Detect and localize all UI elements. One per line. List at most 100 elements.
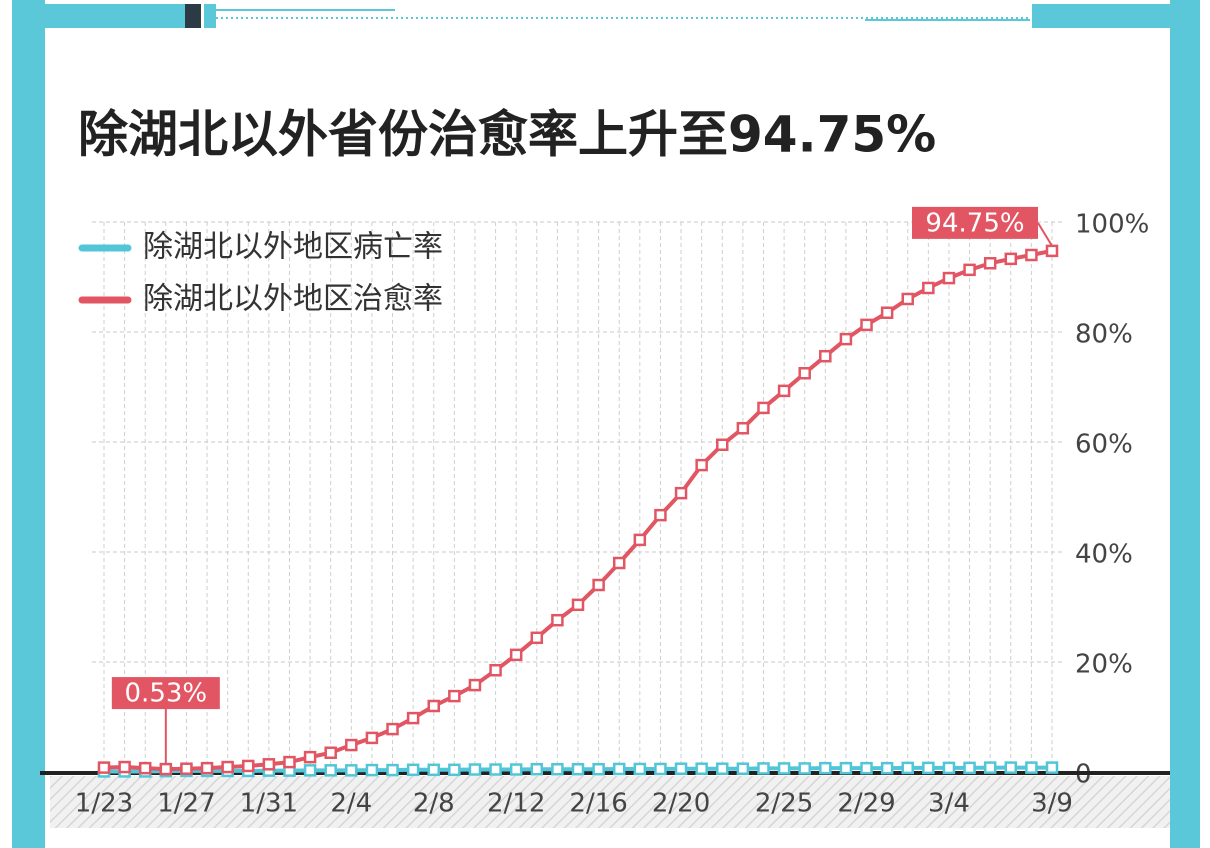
point-marker xyxy=(716,438,729,451)
x-tick-label: 2/16 xyxy=(569,789,627,819)
x-tick-label: 1/23 xyxy=(75,789,133,819)
point-marker xyxy=(757,401,770,415)
x-tick-label: 1/27 xyxy=(157,789,215,819)
top-band xyxy=(1032,4,1170,28)
point-marker xyxy=(530,631,544,645)
point-marker xyxy=(489,763,502,776)
point-marker xyxy=(612,762,626,776)
point-marker xyxy=(262,758,276,771)
point-marker xyxy=(736,422,750,435)
point-marker xyxy=(654,508,667,522)
point-marker xyxy=(963,761,976,775)
legend-label: 除湖北以外地区治愈率 xyxy=(143,282,443,317)
top-band xyxy=(185,4,201,28)
point-marker xyxy=(509,648,523,662)
x-tick-label: 2/12 xyxy=(487,789,545,819)
point-marker xyxy=(530,763,544,776)
point-marker xyxy=(324,746,337,759)
top-band xyxy=(45,4,185,28)
point-marker xyxy=(819,349,832,363)
point-marker xyxy=(571,763,585,776)
axis-band xyxy=(50,776,1170,828)
point-marker xyxy=(200,761,214,775)
point-marker xyxy=(674,486,688,500)
x-tick-label: 2/4 xyxy=(330,789,372,819)
data-label: 0.53% xyxy=(125,679,208,709)
point-marker xyxy=(654,762,667,776)
point-marker xyxy=(97,761,111,774)
label-leader xyxy=(1037,222,1053,247)
point-marker xyxy=(983,257,997,270)
x-tick-label: 2/29 xyxy=(837,789,895,819)
point-marker xyxy=(736,762,750,775)
label-box xyxy=(111,677,220,710)
point-marker xyxy=(592,763,605,776)
point-marker xyxy=(1004,761,1018,774)
point-marker xyxy=(839,332,853,346)
point-marker xyxy=(612,556,626,570)
x-tick-label: 1/31 xyxy=(240,789,298,819)
point-marker xyxy=(798,367,811,380)
point-marker xyxy=(633,533,647,547)
top-band xyxy=(204,4,216,28)
point-marker xyxy=(901,761,914,775)
point-marker xyxy=(324,764,337,777)
point-marker xyxy=(303,764,317,777)
point-marker xyxy=(180,762,193,775)
chart-title: 除湖北以外省份治愈率上升至94.75% xyxy=(78,106,936,164)
point-marker xyxy=(468,678,482,692)
point-marker xyxy=(695,458,708,472)
frame-left xyxy=(12,0,45,848)
point-marker xyxy=(551,613,564,627)
point-marker xyxy=(942,271,956,285)
point-marker xyxy=(839,761,853,775)
point-marker xyxy=(468,763,482,776)
y-tick-label: 100% xyxy=(1075,210,1149,240)
frame-right xyxy=(1170,0,1200,848)
label-box xyxy=(912,206,1038,239)
point-marker xyxy=(777,762,791,775)
point-marker xyxy=(963,263,976,277)
point-marker xyxy=(551,763,564,776)
point-marker xyxy=(303,750,317,764)
point-marker xyxy=(406,711,420,725)
point-marker xyxy=(592,578,605,592)
point-marker xyxy=(283,755,296,769)
y-tick-label: 60% xyxy=(1075,430,1133,460)
point-marker xyxy=(942,761,956,775)
point-marker xyxy=(242,759,255,773)
point-marker xyxy=(386,722,399,736)
point-marker xyxy=(633,762,647,776)
point-marker xyxy=(983,761,997,774)
point-marker xyxy=(386,763,399,777)
x-tick-label: 3/9 xyxy=(1031,789,1073,819)
legend-label: 除湖北以外地区病亡率 xyxy=(143,230,443,265)
point-marker xyxy=(448,763,461,777)
point-marker xyxy=(1025,248,1038,262)
point-marker xyxy=(716,762,729,775)
point-marker xyxy=(922,761,935,775)
y-tick-label: 80% xyxy=(1075,320,1133,350)
point-marker xyxy=(880,306,894,319)
x-tick-label: 2/20 xyxy=(652,789,710,819)
point-marker xyxy=(1025,761,1038,774)
point-marker xyxy=(427,763,440,777)
point-marker xyxy=(674,762,688,775)
point-marker xyxy=(138,761,152,775)
point-marker xyxy=(427,699,440,713)
point-marker xyxy=(509,763,523,776)
point-marker xyxy=(860,761,873,775)
point-marker xyxy=(901,292,914,306)
point-marker xyxy=(365,763,379,777)
point-marker xyxy=(757,762,770,775)
point-marker xyxy=(571,598,585,612)
point-marker xyxy=(345,738,358,752)
point-marker xyxy=(448,689,461,703)
point-marker xyxy=(798,762,811,775)
y-tick-label: 20% xyxy=(1075,650,1133,680)
x-tick-label: 2/25 xyxy=(755,789,813,819)
point-marker xyxy=(922,281,935,295)
point-marker xyxy=(118,760,131,774)
point-marker xyxy=(860,318,873,332)
